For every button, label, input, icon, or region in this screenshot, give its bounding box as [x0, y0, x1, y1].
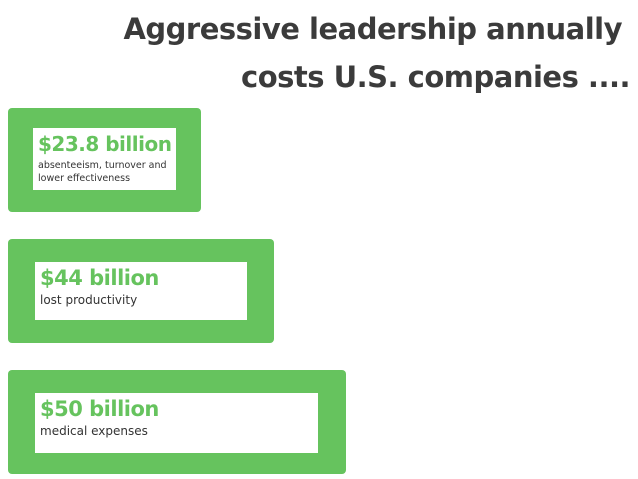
amount: $44 billion: [40, 266, 159, 290]
amount: $23.8 billion: [38, 132, 172, 156]
description: lost productivity: [40, 293, 138, 307]
title-line: Aggressive leadership annually: [123, 12, 622, 46]
description: medical expenses: [40, 424, 148, 438]
description: absenteeism, turnover and lower effectiv…: [38, 160, 167, 184]
card-inner: $23.8 billion absenteeism, turnover and …: [33, 128, 176, 190]
title-line: costs U.S. companies ....: [241, 60, 631, 94]
amount: $50 billion: [40, 397, 159, 421]
card-inner: $50 billion medical expenses: [35, 393, 318, 453]
card-inner: $44 billion lost productivity: [35, 262, 247, 320]
cost-card: $44 billion lost productivity: [8, 239, 274, 343]
cost-card: $23.8 billion absenteeism, turnover and …: [8, 108, 201, 212]
cost-card: $50 billion medical expenses: [8, 370, 346, 474]
